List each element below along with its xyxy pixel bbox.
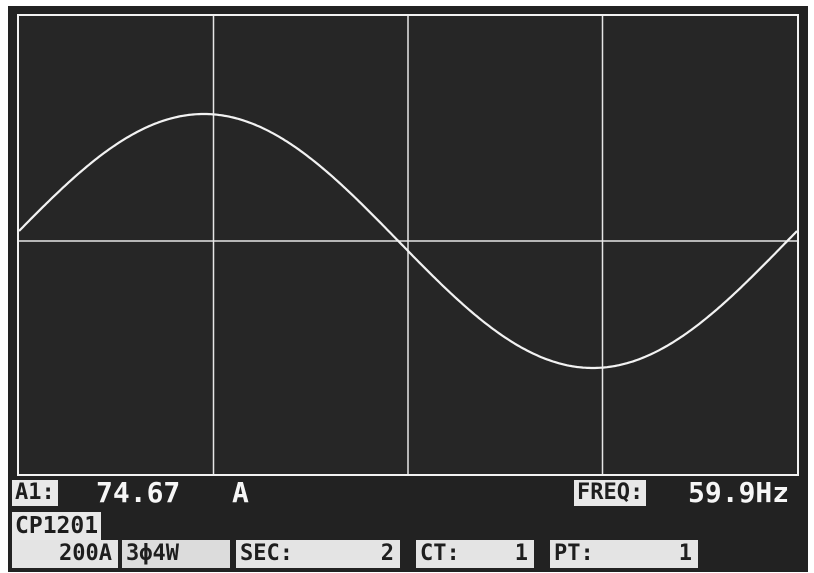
channel-value: 74.67 <box>96 476 181 509</box>
waveform-plot <box>19 16 797 474</box>
wiring-label: 3ϕ4W <box>126 541 179 566</box>
pt-value: 1 <box>678 541 692 566</box>
ct-field[interactable]: CT: 1 <box>416 540 534 568</box>
probe-row: CP1201 <box>8 510 808 540</box>
wiring-field[interactable]: 3ϕ4W <box>122 540 230 568</box>
meter-screen: A1: 74.67 A FREQ: 59.9Hz CP1201 200A 3ϕ4… <box>8 6 808 572</box>
ct-value: 1 <box>514 541 528 566</box>
pt-field[interactable]: PT: 1 <box>550 540 698 568</box>
channel-label: A1: <box>12 480 58 506</box>
ct-label: CT: <box>420 541 460 566</box>
waveform-display <box>17 14 799 476</box>
range-field[interactable]: 200A <box>12 540 118 568</box>
settings-row: 200A 3ϕ4W SEC: 2 CT: 1 PT: 1 <box>8 540 808 570</box>
pt-label: PT: <box>554 541 594 566</box>
frequency-label: FREQ: <box>574 480 647 506</box>
sec-field[interactable]: SEC: 2 <box>236 540 400 568</box>
sec-label: SEC: <box>240 541 293 566</box>
measurement-row: A1: 74.67 A FREQ: 59.9Hz <box>8 478 808 508</box>
probe-model: CP1201 <box>12 512 102 540</box>
range-value: 200A <box>59 541 112 566</box>
channel-unit: A <box>232 476 249 509</box>
current-waveform-trace <box>19 112 797 370</box>
frequency-value: 59.9Hz <box>688 476 790 509</box>
sec-value: 2 <box>380 541 394 566</box>
